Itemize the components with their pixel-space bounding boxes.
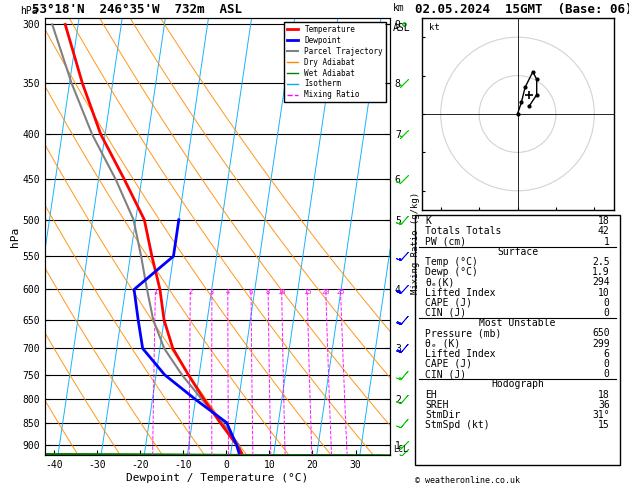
Text: 299: 299 (592, 339, 610, 348)
Text: 3: 3 (210, 290, 214, 295)
Text: 0: 0 (604, 359, 610, 369)
Text: 0: 0 (604, 308, 610, 318)
Text: 650: 650 (592, 329, 610, 338)
Text: Dewp (°C): Dewp (°C) (425, 267, 478, 277)
Text: 36: 36 (598, 400, 610, 410)
Text: Surface: Surface (497, 247, 538, 257)
Text: CIN (J): CIN (J) (425, 308, 466, 318)
Text: CAPE (J): CAPE (J) (425, 298, 472, 308)
Text: 10: 10 (598, 288, 610, 297)
Text: 10: 10 (277, 290, 286, 295)
Text: 15: 15 (303, 290, 311, 295)
Text: StmDir: StmDir (425, 410, 460, 420)
Text: Most Unstable: Most Unstable (479, 318, 555, 328)
Text: 18: 18 (598, 390, 610, 399)
Text: Mixing Ratio (g/kg): Mixing Ratio (g/kg) (411, 192, 420, 294)
Text: ASL: ASL (393, 23, 411, 33)
Text: EH: EH (425, 390, 437, 399)
Y-axis label: hPa: hPa (9, 226, 19, 246)
Text: 53°18'N  246°35'W  732m  ASL: 53°18'N 246°35'W 732m ASL (33, 2, 242, 16)
X-axis label: Dewpoint / Temperature (°C): Dewpoint / Temperature (°C) (126, 473, 309, 483)
Text: 0: 0 (604, 369, 610, 379)
Text: 1.9: 1.9 (592, 267, 610, 277)
Text: Lifted Index: Lifted Index (425, 349, 496, 359)
Text: K: K (425, 216, 431, 226)
Text: 6: 6 (604, 349, 610, 359)
Text: 18: 18 (598, 216, 610, 226)
Text: θₑ (K): θₑ (K) (425, 339, 460, 348)
Text: 6: 6 (249, 290, 253, 295)
Text: 294: 294 (592, 278, 610, 287)
Text: StmSpd (kt): StmSpd (kt) (425, 420, 490, 430)
Text: 1: 1 (604, 237, 610, 246)
Text: km: km (393, 3, 405, 13)
Text: CAPE (J): CAPE (J) (425, 359, 472, 369)
Text: 2.5: 2.5 (592, 257, 610, 267)
Text: hPa: hPa (20, 5, 38, 16)
Text: 20: 20 (321, 290, 330, 295)
Text: kt: kt (429, 22, 440, 32)
Text: Lifted Index: Lifted Index (425, 288, 496, 297)
Text: SREH: SREH (425, 400, 448, 410)
Text: CIN (J): CIN (J) (425, 369, 466, 379)
Text: © weatheronline.co.uk: © weatheronline.co.uk (415, 476, 520, 485)
Text: 0: 0 (604, 298, 610, 308)
Text: Pressure (mb): Pressure (mb) (425, 329, 501, 338)
Text: 42: 42 (598, 226, 610, 236)
Text: Totals Totals: Totals Totals (425, 226, 501, 236)
Text: 2: 2 (188, 290, 192, 295)
Text: θₑ(K): θₑ(K) (425, 278, 455, 287)
Legend: Temperature, Dewpoint, Parcel Trajectory, Dry Adiabat, Wet Adiabat, Isotherm, Mi: Temperature, Dewpoint, Parcel Trajectory… (284, 22, 386, 103)
Text: 8: 8 (266, 290, 270, 295)
Text: 02.05.2024  15GMT  (Base: 06): 02.05.2024 15GMT (Base: 06) (415, 2, 629, 16)
Text: 31°: 31° (592, 410, 610, 420)
FancyBboxPatch shape (415, 215, 620, 465)
Text: 25: 25 (337, 290, 345, 295)
Text: Hodograph: Hodograph (491, 380, 544, 389)
Text: LCL: LCL (393, 445, 408, 454)
Text: 4: 4 (226, 290, 230, 295)
Text: Temp (°C): Temp (°C) (425, 257, 478, 267)
Text: PW (cm): PW (cm) (425, 237, 466, 246)
Text: 15: 15 (598, 420, 610, 430)
Text: 1: 1 (153, 290, 157, 295)
